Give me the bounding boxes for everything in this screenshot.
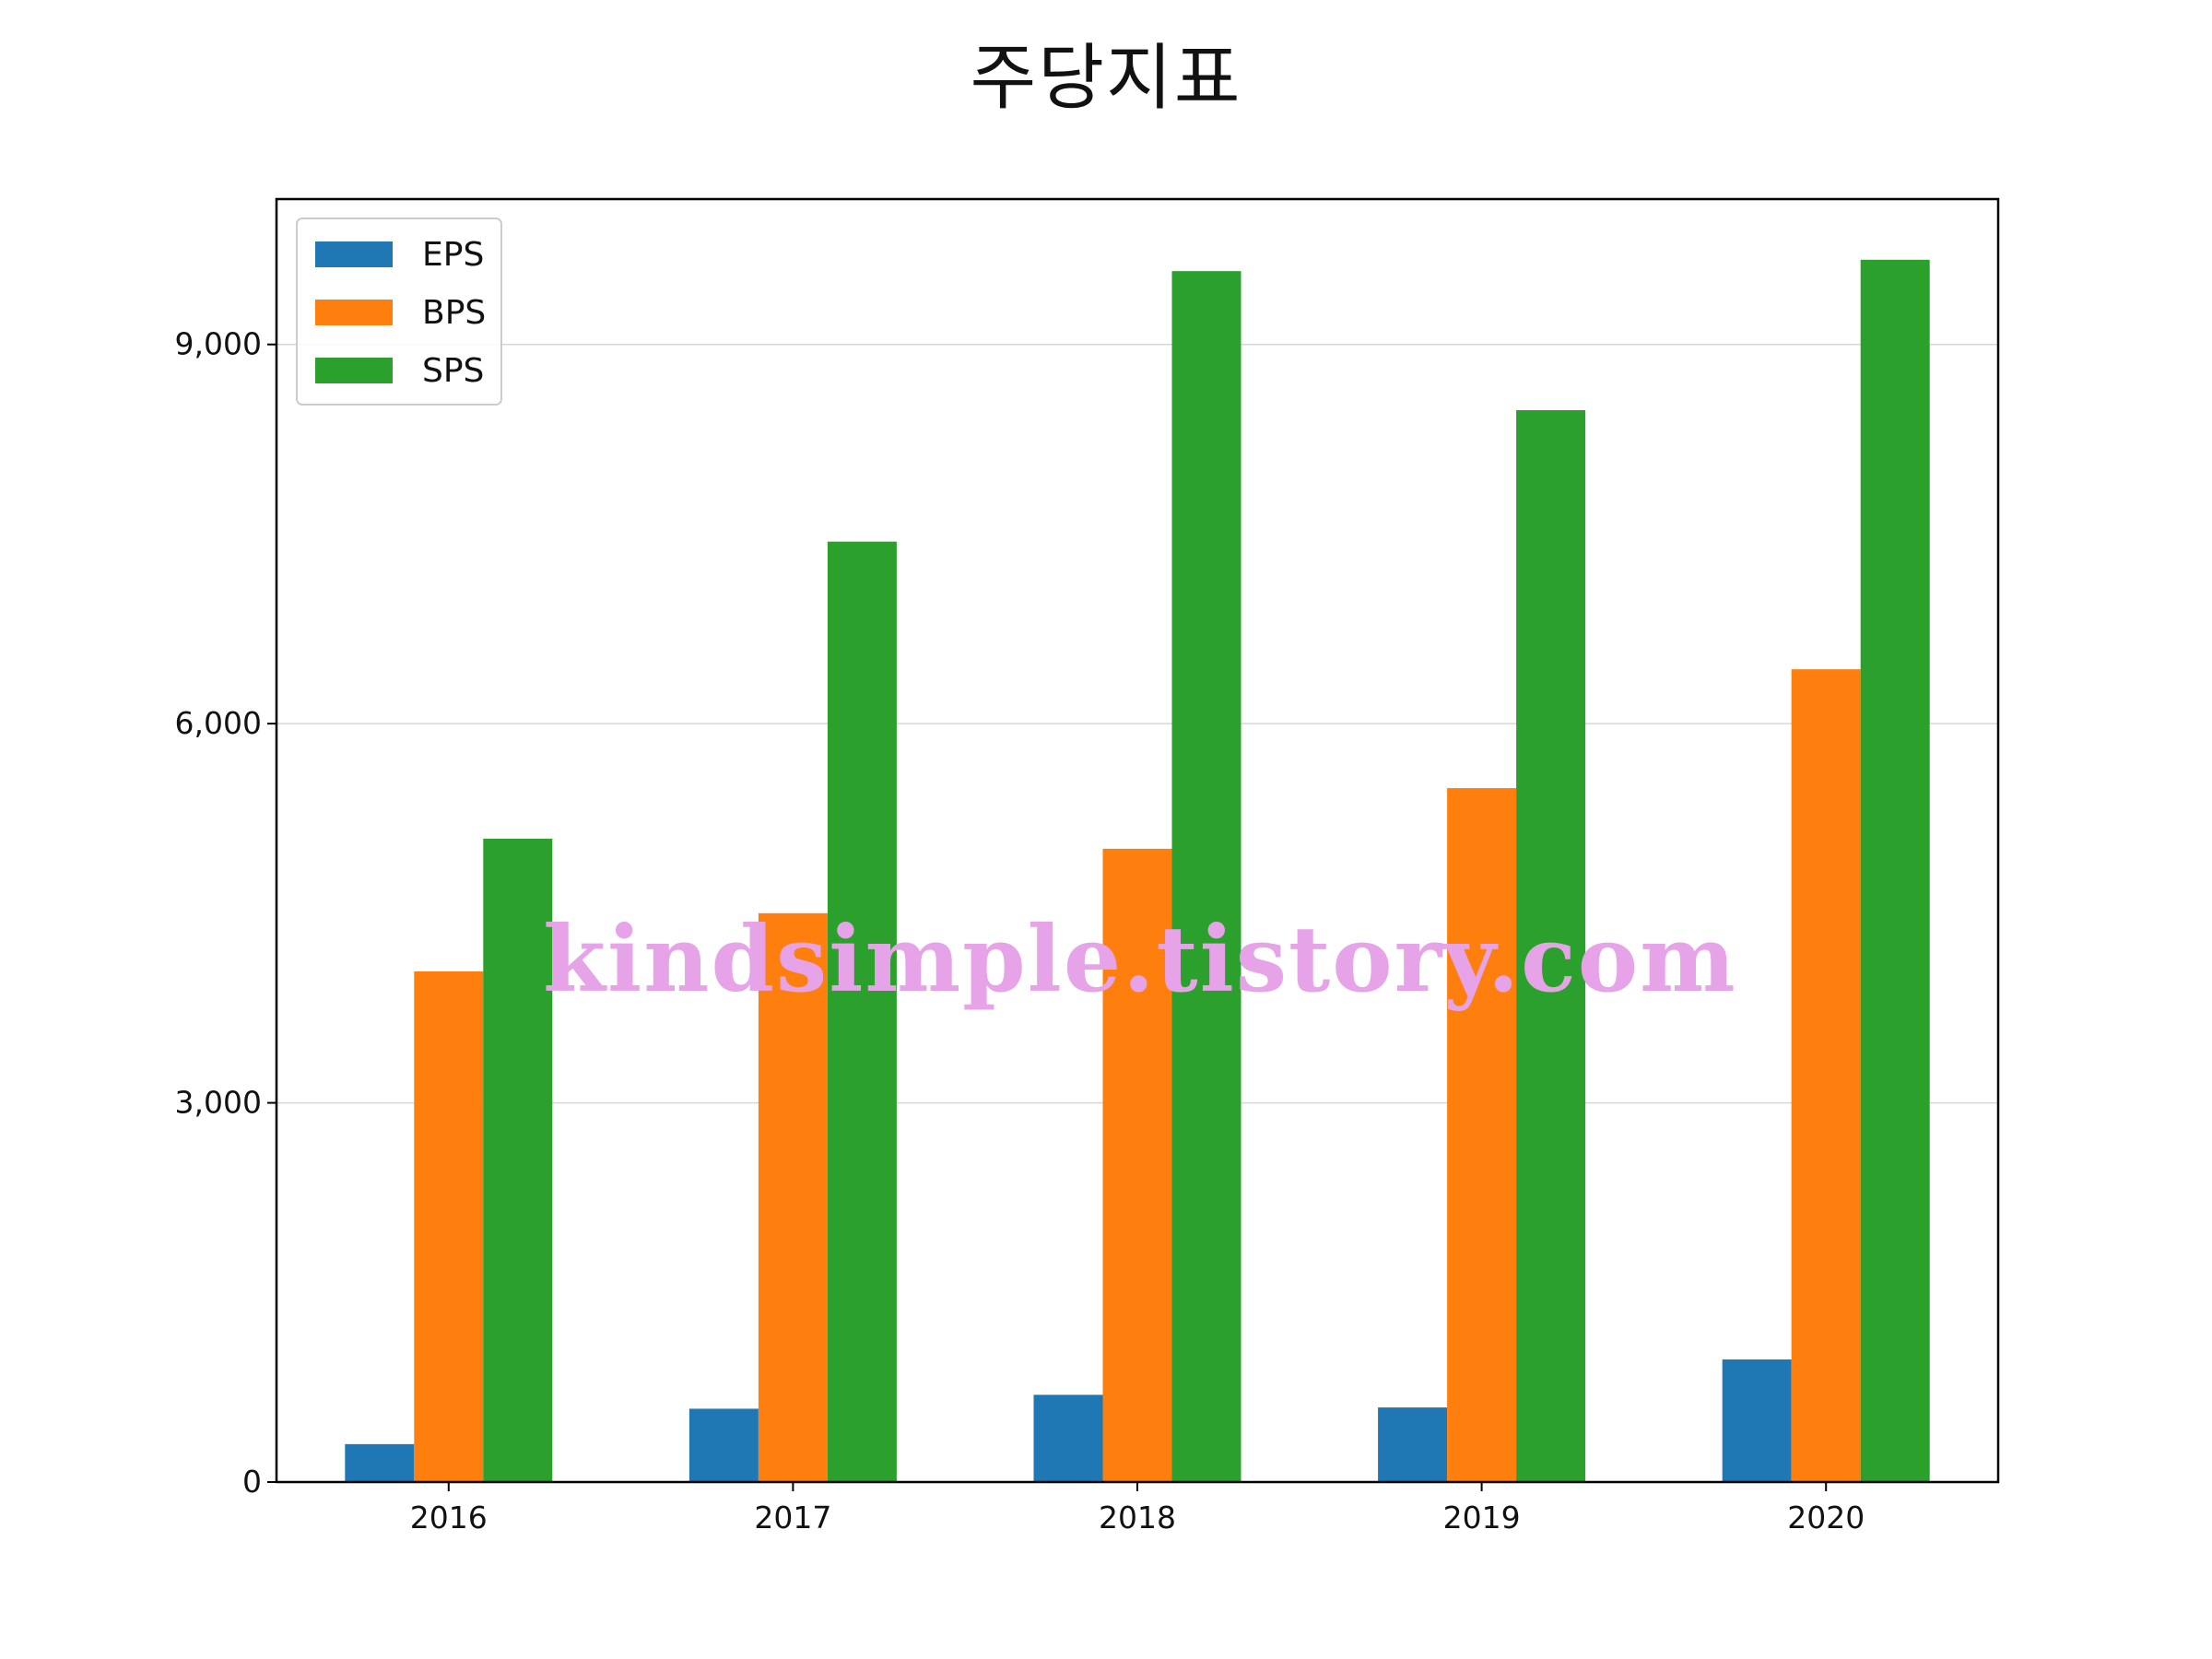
x-tick-label: 2017 bbox=[754, 1500, 831, 1535]
bar-bps-2018 bbox=[1102, 848, 1172, 1482]
chart-title: 주당지표 bbox=[970, 37, 1242, 120]
y-tick-label: 9,000 bbox=[175, 326, 262, 362]
bar-eps-2020 bbox=[1722, 1359, 1792, 1482]
bar-eps-2016 bbox=[345, 1443, 415, 1482]
y-tick-label: 0 bbox=[242, 1464, 262, 1500]
legend-swatch-sps bbox=[315, 358, 393, 383]
legend-label-bps: BPS bbox=[422, 294, 486, 332]
bar-eps-2017 bbox=[688, 1408, 759, 1482]
x-tick-label: 2016 bbox=[410, 1500, 488, 1535]
bar-eps-2019 bbox=[1378, 1407, 1448, 1482]
bar-eps-2018 bbox=[1033, 1394, 1103, 1482]
legend: EPS BPS SPS bbox=[296, 218, 502, 406]
y-tick-label: 6,000 bbox=[175, 705, 262, 741]
bar-sps-2019 bbox=[1516, 410, 1586, 1482]
bar-bps-2019 bbox=[1447, 788, 1517, 1482]
x-tick-label: 2018 bbox=[1099, 1500, 1176, 1535]
y-tick-label: 3,000 bbox=[175, 1085, 262, 1121]
watermark-text: kindsimple.tistory.com bbox=[543, 907, 1737, 1013]
bar-bps-2016 bbox=[414, 971, 484, 1482]
bar-bps-2020 bbox=[1791, 669, 1861, 1482]
x-tick-label: 2019 bbox=[1443, 1500, 1521, 1535]
bar-bps-2017 bbox=[758, 912, 828, 1482]
x-tick-label: 2020 bbox=[1787, 1500, 1865, 1535]
legend-label-eps: EPS bbox=[422, 236, 484, 274]
legend-label-sps: SPS bbox=[422, 352, 484, 390]
bar-sps-2020 bbox=[1860, 259, 1930, 1482]
axes: 0 3,000 6,000 9,000 2016 2017 2018 2019 2020 bbox=[175, 326, 1865, 1535]
bar-sps-2017 bbox=[827, 541, 897, 1482]
bar-sps-2018 bbox=[1171, 271, 1241, 1483]
bar-sps-2016 bbox=[483, 838, 553, 1482]
bars bbox=[345, 259, 1930, 1483]
legend-swatch-bps bbox=[315, 300, 393, 325]
legend-swatch-eps bbox=[315, 241, 393, 267]
